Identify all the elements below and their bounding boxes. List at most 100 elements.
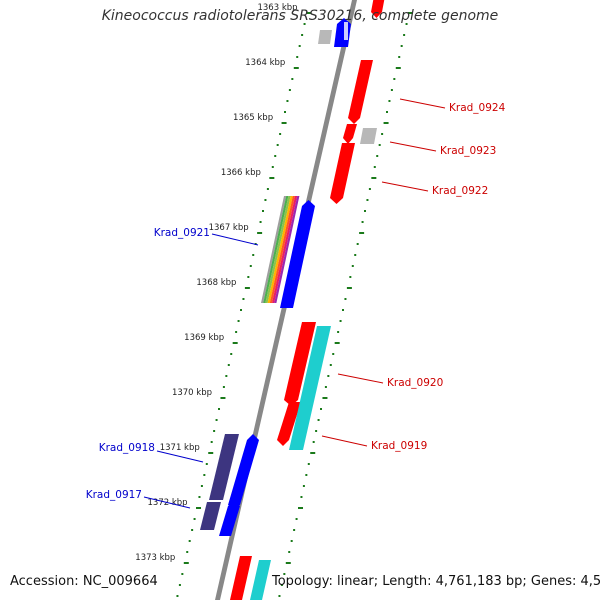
scale-dot: [203, 474, 206, 476]
scale-dot: [359, 232, 365, 234]
scale-dot: [364, 210, 367, 212]
gene-partial-top[interactable]: [371, 0, 385, 18]
scale-dot: [310, 452, 316, 454]
scale-dot: [383, 122, 389, 124]
gene-krad-0922[interactable]: [330, 143, 355, 204]
gene-label-forward[interactable]: Krad_0920: [387, 377, 443, 389]
scale-dot: [346, 287, 352, 289]
gene-label-forward[interactable]: Krad_0924: [449, 102, 506, 114]
gene-krad-0921-band[interactable]: [272, 196, 298, 303]
scale-dot: [293, 529, 296, 531]
scale-label: 1366 kbp: [221, 168, 261, 178]
gene-krad-0923-small[interactable]: [343, 124, 357, 144]
scale-dot: [293, 67, 299, 69]
gene-label-reverse[interactable]: Krad_0917: [86, 489, 142, 501]
scale-dot: [220, 397, 226, 399]
scale-dot: [302, 485, 305, 487]
scale-dot: [281, 122, 287, 124]
scale-dot: [322, 397, 328, 399]
scale-dot: [334, 342, 340, 344]
scale-dot: [279, 133, 282, 135]
scale-dot: [361, 221, 364, 223]
scale-dot: [305, 474, 308, 476]
scale-dot: [373, 166, 376, 168]
scale-dot: [227, 364, 230, 366]
scale-label: 1368 kbp: [196, 278, 236, 288]
scale-dot: [337, 331, 340, 333]
gene-krad-0921-band[interactable]: [274, 196, 300, 303]
scale-dot: [235, 331, 238, 333]
scale-dot: [222, 386, 225, 388]
scale-dot: [196, 507, 202, 509]
scale-dot: [403, 34, 406, 36]
gene-krad-0918[interactable]: [228, 434, 259, 505]
scale-dot: [320, 408, 323, 410]
gene-light-top[interactable]: [344, 22, 348, 40]
scale-dot: [266, 188, 269, 190]
scale-dot: [368, 188, 371, 190]
scale-dot: [218, 408, 221, 410]
scale-dot: [327, 375, 330, 377]
scale-dot: [324, 386, 327, 388]
scale-dot: [291, 78, 294, 80]
gene-label-forward[interactable]: Krad_0922: [432, 185, 488, 197]
scale-label: 1367 kbp: [209, 223, 249, 233]
scale-dot: [183, 562, 189, 564]
gene-krad-0917[interactable]: [219, 500, 240, 536]
scale-dot: [186, 551, 189, 553]
gene-partial-bottom-red[interactable]: [230, 556, 252, 600]
scale-dot: [378, 144, 381, 146]
gene-krad-0921-band[interactable]: [261, 196, 287, 303]
scale-dot: [285, 562, 291, 564]
gene-krad-0921-band[interactable]: [267, 196, 293, 303]
scale-dot: [332, 353, 335, 355]
gene-krad-0921-band[interactable]: [263, 196, 289, 303]
scale-dot: [176, 595, 179, 597]
scale-dot: [349, 276, 352, 278]
gene-krad-0918-dark[interactable]: [209, 434, 239, 500]
scale-dot: [381, 133, 384, 135]
scale-dot: [290, 540, 293, 542]
scale-dot: [193, 518, 196, 520]
gene-krad-0920-b[interactable]: [277, 402, 301, 446]
gene-label-forward[interactable]: Krad_0923: [440, 145, 496, 157]
scale-label: 1363 kbp: [257, 3, 297, 13]
scale-dot: [191, 529, 194, 531]
gene-krad-0921-band[interactable]: [269, 196, 295, 303]
gene-label-forward[interactable]: Krad_0919: [371, 440, 427, 452]
scale-dot: [315, 430, 318, 432]
left-scale-dots: [176, 12, 311, 597]
gene-label-leader: [381, 181, 429, 192]
gene-label-leader: [156, 450, 204, 463]
scale-dot: [339, 320, 342, 322]
gene-label-reverse[interactable]: Krad_0921: [154, 227, 210, 239]
scale-dot: [259, 221, 262, 223]
scale-dot: [274, 155, 277, 157]
gene-track: [200, 0, 385, 600]
scale-dot: [301, 34, 304, 36]
gene-krad-0917-dark[interactable]: [200, 502, 221, 530]
scale-dot: [296, 56, 299, 58]
scale-dot: [276, 144, 279, 146]
scale-dot: [306, 12, 311, 14]
gene-krad-0921-band[interactable]: [265, 196, 291, 303]
gene-partial-bottom-cyan[interactable]: [250, 560, 271, 600]
scale-dot: [230, 353, 233, 355]
scale-dot: [210, 441, 213, 443]
scale-dot: [262, 210, 265, 212]
scale-dot: [354, 254, 357, 256]
gene-krad-0919[interactable]: [289, 326, 331, 450]
scale-dot: [249, 265, 252, 267]
scale-dot: [240, 309, 243, 311]
gene-krad-0920-a[interactable]: [284, 322, 316, 406]
accession-text: Accession: NC_009664: [10, 574, 158, 589]
gene-krad-0921[interactable]: [280, 200, 315, 308]
gene-label-leader: [399, 98, 446, 109]
gene-krad-0923[interactable]: [360, 128, 377, 144]
gene-grey-top[interactable]: [318, 30, 332, 44]
scale-dot: [344, 298, 347, 300]
gene-krad-0924[interactable]: [348, 60, 373, 124]
gene-label-reverse[interactable]: Krad_0918: [99, 442, 155, 454]
